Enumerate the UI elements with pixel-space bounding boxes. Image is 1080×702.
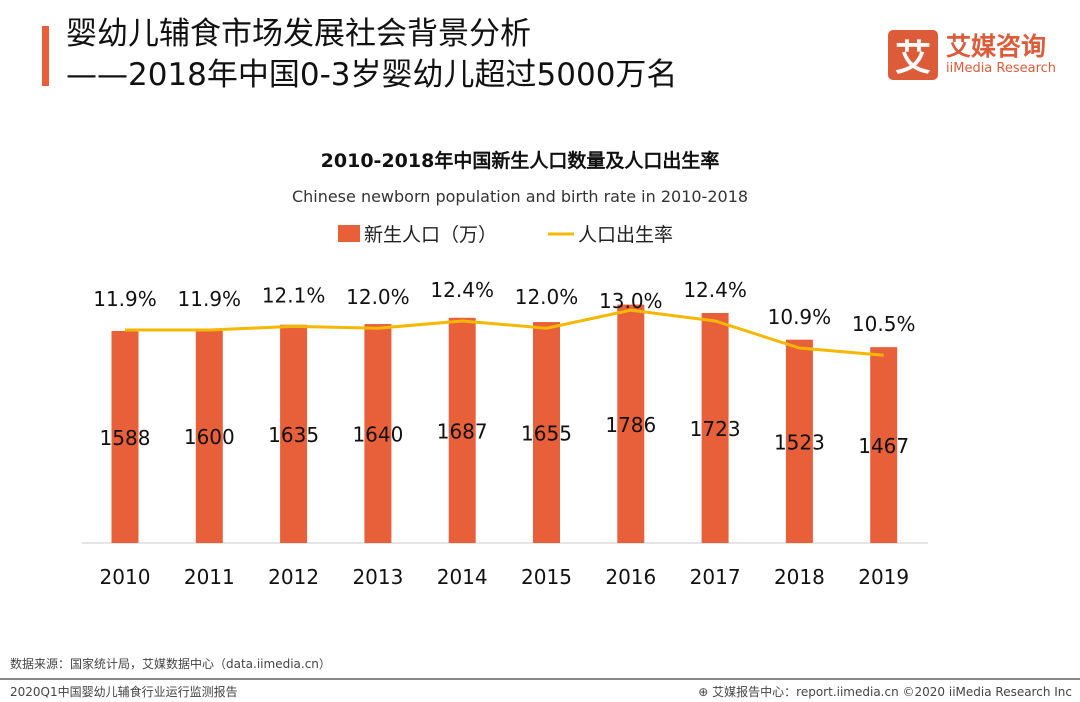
bar-2019 bbox=[870, 347, 898, 543]
bar-label-2018: 1523 bbox=[774, 430, 825, 454]
data-source: 数据来源：国家统计局，艾媒数据中心（data.iimedia.cn） bbox=[10, 657, 331, 671]
bar-label-2011: 1600 bbox=[184, 425, 235, 449]
bar-label-2019: 1467 bbox=[858, 434, 909, 458]
copyright-text: 艾媒报告中心：report.iimedia.cn ©2020 iiMedia R… bbox=[712, 685, 1072, 699]
rate-label-2010: 11.9% bbox=[93, 287, 157, 311]
rate-label-2015: 12.0% bbox=[515, 285, 579, 309]
rate-label-2013: 12.0% bbox=[346, 285, 410, 309]
rate-label-2014: 12.4% bbox=[430, 278, 494, 302]
x-tick-2013: 2013 bbox=[352, 565, 403, 589]
x-tick-2019: 2019 bbox=[858, 565, 909, 589]
x-tick-2011: 2011 bbox=[184, 565, 235, 589]
bar-2013 bbox=[364, 324, 392, 543]
bar-label-2010: 1588 bbox=[100, 426, 151, 450]
x-tick-2010: 2010 bbox=[100, 565, 151, 589]
x-tick-2012: 2012 bbox=[268, 565, 319, 589]
bar-2011 bbox=[195, 329, 223, 543]
bar-2010 bbox=[111, 331, 139, 543]
footer-divider bbox=[0, 678, 1080, 680]
logo-mark: 艾 bbox=[888, 30, 938, 80]
title-line-1: 婴幼儿辅食市场发展社会背景分析 bbox=[66, 16, 531, 52]
rate-label-2017: 12.4% bbox=[683, 278, 747, 302]
bar-2018 bbox=[785, 339, 813, 543]
x-tick-2017: 2017 bbox=[690, 565, 741, 589]
rate-label-2019: 10.5% bbox=[852, 312, 916, 336]
legend-bar-label: 新生人口（万） bbox=[364, 224, 497, 246]
title-accent-bar bbox=[42, 26, 49, 86]
bar-2017 bbox=[701, 312, 729, 543]
bar-label-2016: 1786 bbox=[605, 413, 656, 437]
bar-2012 bbox=[280, 324, 308, 543]
rate-label-2012: 12.1% bbox=[262, 283, 326, 307]
chart-title: 2010-2018年中国新生人口数量及人口出生率 bbox=[321, 149, 720, 172]
x-tick-2014: 2014 bbox=[437, 565, 488, 589]
legend-line-label: 人口出生率 bbox=[578, 224, 673, 246]
bar-2016 bbox=[617, 304, 645, 543]
bar-2014 bbox=[448, 317, 476, 543]
rate-label-2011: 11.9% bbox=[178, 287, 242, 311]
chart: 2010-2018年中国新生人口数量及人口出生率 Chinese newborn … bbox=[82, 149, 928, 589]
chart-subtitle: Chinese newborn population and birth rat… bbox=[292, 187, 748, 206]
x-tick-2016: 2016 bbox=[605, 565, 656, 589]
bar-2015 bbox=[533, 322, 560, 543]
iimedia-logo: 艾 艾媒咨询 iiMedia Research bbox=[888, 30, 1056, 80]
page-title: 婴幼儿辅食市场发展社会背景分析 ——2018年中国0-3岁婴幼儿超过5000万名 bbox=[66, 14, 677, 96]
x-tick-2018: 2018 bbox=[774, 565, 825, 589]
rate-label-2016: 13.0% bbox=[599, 289, 663, 313]
rate-label-2018: 10.9% bbox=[768, 305, 832, 329]
bar-label-2013: 1640 bbox=[352, 423, 403, 447]
bar-label-2017: 1723 bbox=[690, 417, 741, 441]
footer-copyright: ⊕ 艾媒报告中心：report.iimedia.cn ©2020 iiMedia… bbox=[698, 683, 1072, 700]
logo-cn: 艾媒咨询 bbox=[946, 32, 1047, 61]
title-line-2: ——2018年中国0-3岁婴幼儿超过5000万名 bbox=[66, 57, 678, 93]
bar-label-2012: 1635 bbox=[268, 423, 319, 447]
x-tick-2015: 2015 bbox=[521, 565, 572, 589]
legend-bar-swatch bbox=[338, 225, 360, 242]
birth-rate-line bbox=[125, 308, 884, 357]
logo-en: iiMedia Research bbox=[946, 61, 1057, 76]
report-name: 2020Q1中国婴幼儿辅食行业运行监测报告 bbox=[10, 685, 238, 699]
bar-label-2015: 1655 bbox=[521, 422, 572, 446]
bar-label-2014: 1687 bbox=[437, 419, 488, 443]
globe-icon: ⊕ bbox=[698, 685, 713, 699]
